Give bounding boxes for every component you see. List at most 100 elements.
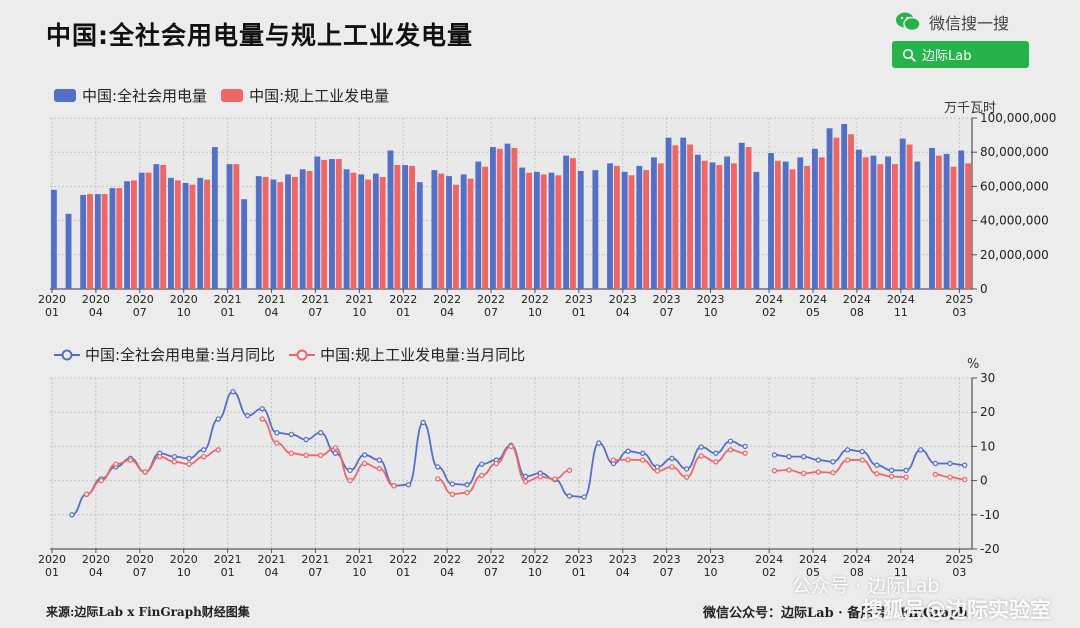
bar-x-tick-year: 2023 bbox=[653, 293, 681, 306]
legend-label: 中国:规上工业发电量 bbox=[249, 87, 390, 105]
line-point-consumption bbox=[522, 473, 529, 480]
line-y-tick-label: -10 bbox=[980, 508, 1000, 522]
bar-consumption bbox=[299, 169, 306, 289]
bar-x-tick-month: 07 bbox=[133, 306, 147, 319]
legend-label: 中国:全社会用电量 bbox=[82, 87, 208, 105]
bar-consumption bbox=[826, 128, 833, 289]
bar-generation bbox=[628, 175, 635, 289]
line-x-tick-year: 2022 bbox=[521, 553, 549, 566]
bar-generation bbox=[160, 165, 167, 289]
bar-y-tick-label: 40,000,000 bbox=[980, 214, 1049, 228]
legend-item-consumption-yoy[interactable]: 中国:全社会用电量:当月同比 bbox=[54, 344, 275, 365]
page-title: 中国:全社会用电量与规上工业发电量 bbox=[46, 21, 473, 50]
bar-generation bbox=[174, 180, 181, 289]
bar-x-tick-month: 01 bbox=[221, 306, 235, 319]
bar-generation bbox=[101, 194, 108, 289]
line-point-generation bbox=[713, 459, 719, 465]
bar-generation bbox=[906, 144, 913, 289]
bar-x-tick-month: 11 bbox=[894, 306, 908, 319]
bar-x-tick-year: 2024 bbox=[799, 293, 827, 306]
bar-generation bbox=[145, 172, 152, 289]
bar-consumption bbox=[885, 156, 892, 289]
line-x-tick-year: 2020 bbox=[170, 553, 198, 566]
line-point-generation bbox=[874, 471, 880, 477]
line-point-consumption bbox=[932, 460, 939, 467]
line-point-consumption bbox=[274, 430, 280, 436]
line-x-tick-month: 04 bbox=[440, 566, 454, 579]
bar-generation bbox=[950, 166, 957, 289]
line-x-tick-year: 2021 bbox=[301, 553, 329, 566]
legend-item-generation-yoy[interactable]: 中国:规上工业发电量:当月同比 bbox=[289, 344, 525, 365]
bar-generation bbox=[379, 176, 386, 289]
bar-generation bbox=[687, 144, 693, 289]
bar-consumption bbox=[519, 167, 526, 289]
line-point-consumption bbox=[230, 388, 236, 395]
line-point-generation bbox=[815, 469, 822, 475]
line-point-consumption bbox=[669, 455, 675, 462]
watermark-corner: 搜狐号@边际实验室 bbox=[862, 598, 1051, 622]
line-point-consumption bbox=[961, 462, 968, 468]
line-point-generation bbox=[698, 453, 704, 459]
line-legend: 中国:全社会用电量:当月同比 中国:规上工业发电量:当月同比 bbox=[54, 344, 539, 365]
bar-consumption bbox=[168, 177, 174, 289]
bar-generation bbox=[233, 164, 240, 289]
line-point-generation bbox=[961, 476, 968, 483]
bar-unit-label: 万千瓦时 bbox=[944, 101, 997, 116]
search-icon bbox=[902, 48, 916, 62]
line-point-generation bbox=[859, 457, 865, 463]
bar-generation bbox=[482, 166, 489, 289]
bar-generation bbox=[745, 147, 752, 289]
line-point-generation bbox=[508, 443, 514, 450]
search-button[interactable]: 边际Lab bbox=[892, 41, 1029, 68]
bar-generation bbox=[526, 172, 532, 289]
bar-consumption bbox=[80, 194, 87, 289]
bar-consumption bbox=[329, 159, 335, 289]
line-x-tick-year: 2024 bbox=[755, 553, 783, 566]
bar-x-tick-year: 2020 bbox=[38, 293, 66, 306]
bar-consumption bbox=[563, 155, 570, 289]
line-point-generation bbox=[479, 472, 485, 479]
bar-x-tick-month: 08 bbox=[850, 306, 864, 319]
legend-item-generation[interactable]: 中国:规上工业发电量 bbox=[221, 85, 389, 106]
line-x-tick-month: 02 bbox=[762, 566, 776, 579]
bar-x-tick-year: 2022 bbox=[477, 293, 505, 306]
line-point-generation bbox=[493, 460, 500, 467]
line-x-tick-month: 07 bbox=[133, 566, 147, 579]
line-x-tick-month: 01 bbox=[221, 566, 235, 579]
line-point-consumption bbox=[815, 457, 822, 463]
line-point-generation bbox=[215, 447, 222, 453]
line-point-generation bbox=[127, 457, 134, 463]
line-point-generation bbox=[537, 474, 543, 480]
line-series-generation bbox=[261, 418, 395, 487]
bar-consumption bbox=[182, 182, 189, 289]
wechat-label-text: 微信搜一搜 bbox=[929, 14, 1010, 33]
bar-generation bbox=[540, 174, 547, 289]
legend-item-consumption[interactable]: 中国:全社会用电量 bbox=[54, 85, 207, 106]
bar-x-tick-year: 2021 bbox=[301, 293, 329, 306]
bar-consumption bbox=[255, 176, 262, 289]
line-y-tick-label: 20 bbox=[980, 405, 995, 419]
bar-x-tick-month: 03 bbox=[952, 306, 966, 319]
line-point-consumption bbox=[244, 412, 251, 419]
bar-generation bbox=[365, 179, 372, 289]
bar-generation bbox=[774, 160, 781, 289]
bar-consumption bbox=[694, 154, 701, 289]
line-point-consumption bbox=[830, 459, 836, 465]
bar-x-tick-year: 2022 bbox=[521, 293, 549, 306]
line-point-generation bbox=[903, 474, 909, 480]
bar-y-tick-label: 0 bbox=[980, 282, 988, 296]
bar-consumption bbox=[709, 162, 716, 289]
line-unit-label: % bbox=[967, 357, 980, 372]
bar-generation bbox=[87, 194, 93, 289]
bar-consumption bbox=[153, 164, 160, 289]
bar-x-tick-year: 2023 bbox=[565, 293, 593, 306]
bar-generation bbox=[189, 184, 196, 289]
bar-x-tick-month: 05 bbox=[806, 306, 820, 319]
line-point-consumption bbox=[69, 512, 75, 518]
line-series-generation bbox=[613, 448, 746, 479]
line-x-tick-year: 2021 bbox=[258, 553, 286, 566]
line-point-generation bbox=[171, 459, 178, 465]
bar-generation bbox=[496, 148, 503, 289]
line-point-generation bbox=[947, 474, 953, 480]
bar-generation bbox=[116, 188, 123, 289]
